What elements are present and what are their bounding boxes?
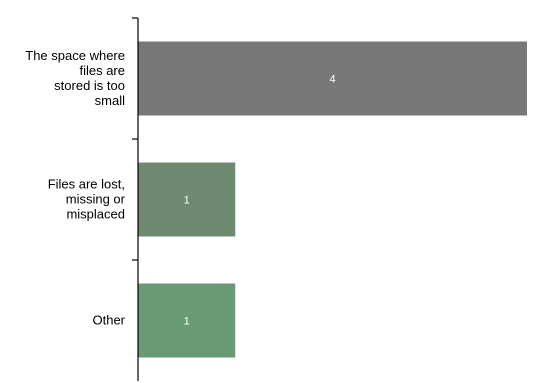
category-label: Files are lost, missing or misplaced: [48, 177, 126, 222]
bar: [138, 162, 236, 237]
bars-group: 4 1 1: [138, 41, 527, 358]
data-label: 1: [184, 195, 190, 207]
bar: [138, 41, 527, 116]
data-label: 1: [184, 316, 190, 328]
data-label: 4: [329, 74, 335, 86]
category-labels: The space where files are stored is too sma…: [25, 48, 125, 328]
category-label: Other: [92, 313, 125, 328]
category-label: The space where files are stored is too sma…: [25, 48, 125, 108]
category-axis: [132, 17, 139, 381]
bar: [138, 283, 236, 358]
